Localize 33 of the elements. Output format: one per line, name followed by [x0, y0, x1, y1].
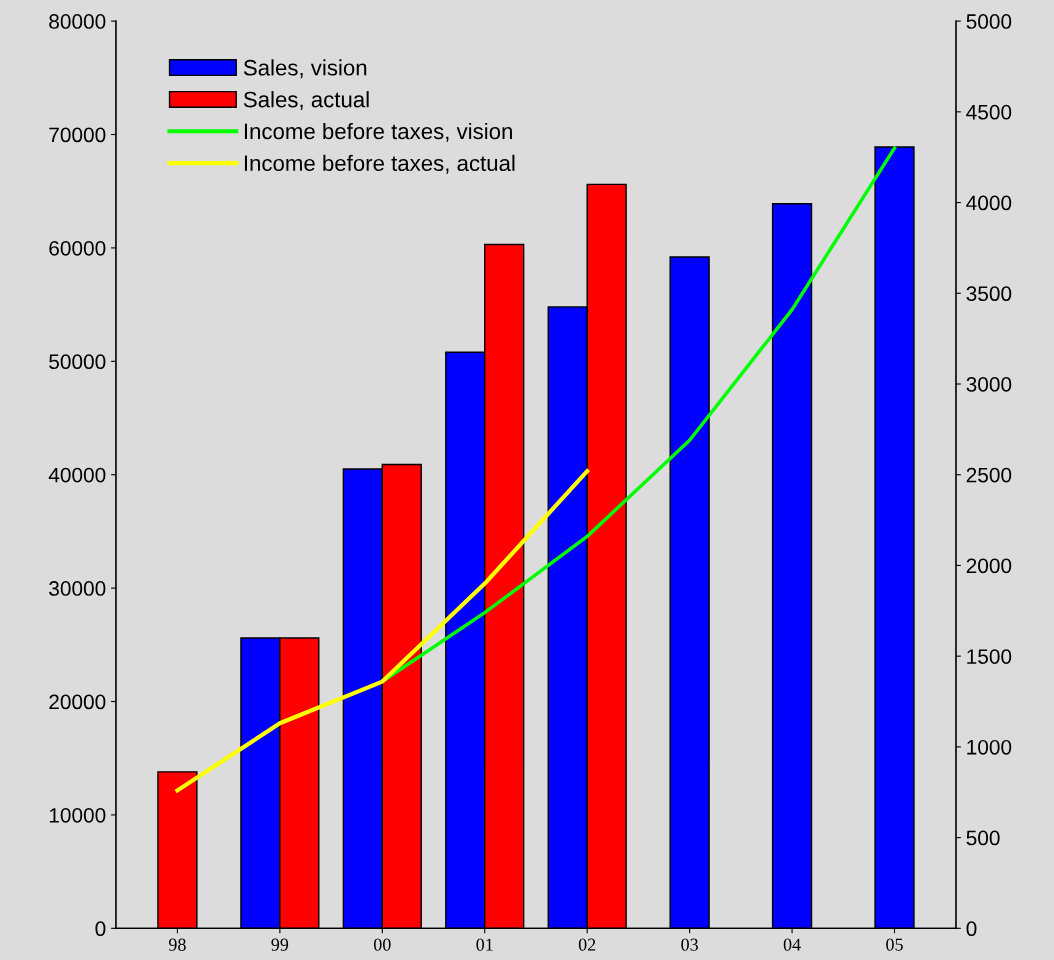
y2-tick-label: 4500: [966, 104, 1012, 120]
y-tick-label: 70000: [49, 127, 106, 143]
legend-label: Income before taxes, vision: [244, 122, 512, 142]
x-tick-label: 98: [168, 938, 186, 951]
x-tick-label: 00: [373, 938, 391, 951]
x-tick-label: 05: [886, 938, 903, 951]
y2-tick-label: 1500: [967, 649, 1012, 664]
legend-label: Income before taxes, actual: [244, 154, 515, 174]
x-tick-label: 02: [578, 938, 596, 951]
y-tick-label: 80000: [49, 14, 106, 29]
y2-tick-label: 2000: [966, 558, 1012, 574]
y2-tick-label: 1000: [967, 739, 1012, 755]
y-tick-label: 40000: [48, 467, 106, 483]
y-tick-label: 0: [95, 921, 106, 937]
y-tick-label: 50000: [49, 354, 106, 370]
y-tick-label: 30000: [49, 581, 106, 596]
y2-tick-label: 3500: [966, 286, 1012, 302]
y2-tick-label: 2500: [966, 467, 1012, 483]
y2-tick-label: 5000: [966, 14, 1012, 29]
legend-label: Sales, actual: [243, 91, 369, 111]
y-tick-label: 20000: [49, 694, 106, 710]
y2-tick-label: 500: [966, 830, 1000, 846]
x-tick-label: 03: [681, 938, 698, 951]
legend-label: Sales, vision: [243, 59, 367, 79]
y2-tick-label: 0: [966, 921, 977, 937]
x-tick-label: 04: [783, 938, 801, 951]
x-tick-label: 01: [476, 938, 493, 951]
y2-tick-label: 3000: [966, 377, 1012, 392]
y-tick-label: 10000: [49, 807, 106, 823]
line-series: [175, 469, 590, 793]
y-tick-label: 60000: [49, 240, 106, 256]
x-tick-label: 99: [271, 938, 289, 951]
y2-tick-label: 4000: [966, 195, 1012, 211]
